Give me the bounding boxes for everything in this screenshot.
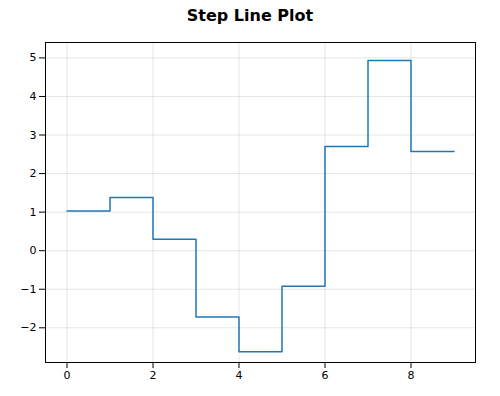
svg-text:4: 4 <box>30 90 37 103</box>
svg-text:1: 1 <box>30 206 37 219</box>
svg-text:2: 2 <box>30 167 37 180</box>
svg-text:8: 8 <box>408 369 415 382</box>
svg-text:0: 0 <box>64 369 71 382</box>
svg-text:5: 5 <box>30 51 37 64</box>
svg-text:6: 6 <box>322 369 329 382</box>
svg-text:2: 2 <box>150 369 157 382</box>
svg-text:−2: −2 <box>20 321 36 334</box>
svg-text:4: 4 <box>236 369 243 382</box>
svg-text:0: 0 <box>30 244 37 257</box>
svg-text:−1: −1 <box>20 283 36 296</box>
html-text:Step Line Plot: Step Line Plot <box>186 6 314 25</box>
svg-text:3: 3 <box>30 129 37 142</box>
